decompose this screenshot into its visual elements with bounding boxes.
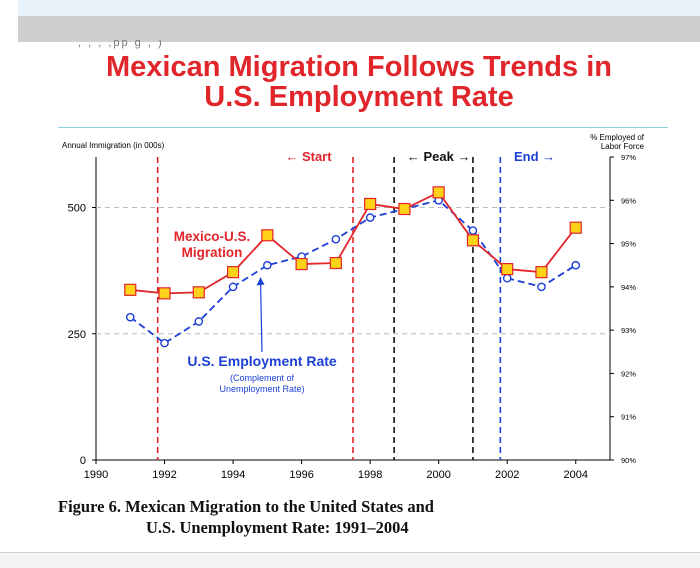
employment-pointer-line (259, 277, 263, 353)
y-right-tick-label-0: 90% (621, 456, 636, 465)
employment-point-1994 (228, 282, 238, 292)
x-tick-label-6: 2002 (495, 469, 519, 481)
y-right-tick-label-5: 95% (621, 240, 636, 249)
migration-point-1997 (329, 256, 342, 270)
y-axis-left-label: Annual Immigration (in 000s) (62, 141, 165, 150)
migration-point-1993 (192, 286, 205, 299)
y-left-tick-label-2: 500 (68, 203, 86, 215)
slide-top-bar (18, 16, 700, 42)
migration-point-1994 (226, 266, 240, 279)
migration-point-2000 (432, 186, 445, 199)
employment-point-2003 (537, 282, 546, 292)
migration-point-1999 (398, 202, 411, 216)
x-tick-label-4: 1998 (358, 469, 382, 481)
x-tick-label-0: 1990 (84, 469, 108, 481)
x-tick-label-3: 1996 (289, 469, 313, 481)
slide-title-line1: Mexican Migration Follows Trends in (106, 51, 612, 83)
x-tick-label-1: 1992 (152, 469, 176, 481)
y-axis-right-label-line1: % Employed of (590, 133, 645, 142)
employment-point-1993 (194, 317, 204, 326)
y-axis-right-label-line2: Labor Force (601, 142, 645, 151)
employment-point-2004 (571, 260, 581, 270)
employment-point-1995 (263, 260, 272, 270)
employment-label-line1: U.S. Employment Rate (187, 353, 337, 369)
employment-label-line2: (Complement of (230, 373, 295, 383)
migration-point-1991 (124, 283, 137, 296)
employment-point-1992 (160, 338, 169, 348)
bottom-scroll-area (0, 552, 700, 568)
migration-label-line2: Migration (182, 245, 243, 260)
migration-point-1996 (295, 257, 308, 271)
title-divider (58, 127, 668, 128)
migration-point-1992 (158, 287, 171, 300)
employment-point-2002 (502, 273, 512, 283)
caption-line1: Figure 6. Mexican Migration to the Unite… (58, 497, 434, 516)
y-left-tick-label-1: 250 (68, 329, 86, 341)
y-right-tick-label-3: 93% (621, 326, 636, 335)
x-tick-label-7: 2004 (563, 469, 587, 481)
y-right-tick-label-6: 96% (621, 196, 636, 205)
employment-label-line3: Unemployment Rate) (219, 384, 304, 394)
migration-label-line1: Mexico-U.S. (174, 229, 251, 244)
employment-point-1997 (331, 234, 341, 244)
migration-point-2004 (569, 221, 582, 234)
annotation-2: End → (514, 149, 555, 164)
slide-title: Mexican Migration Follows Trends in U.S.… (18, 52, 700, 112)
cutoff-header-text: , , , ,pp g , ) (78, 40, 164, 49)
y-left-tick-label-0: 0 (80, 455, 86, 467)
x-tick-label-5: 2000 (426, 469, 450, 481)
y-right-tick-label-1: 91% (621, 413, 636, 422)
migration-point-1998 (364, 197, 377, 211)
employment-point-1991 (125, 312, 135, 322)
caption-line2: U.S. Unemployment Rate: 1991–2004 (146, 518, 409, 537)
figure-caption: Figure 6. Mexican Migration to the Unite… (58, 496, 558, 538)
migration-point-2001 (466, 234, 480, 247)
left-margin (0, 0, 18, 567)
slide-title-line2: U.S. Employment Rate (204, 81, 514, 113)
annotation-1: ← Peak → (407, 149, 471, 164)
employment-point-1998 (365, 213, 375, 222)
y-right-tick-label-4: 94% (621, 283, 636, 292)
x-tick-label-2: 1994 (221, 469, 245, 481)
employment-pointer-arrowhead (256, 277, 265, 286)
migration-point-2002 (501, 263, 514, 276)
y-right-tick-label-2: 92% (621, 369, 636, 378)
employment-point-2001 (468, 226, 478, 235)
migration-point-2003 (535, 266, 548, 279)
annotation-0: ← Start (285, 149, 332, 164)
migration-point-1995 (261, 229, 274, 242)
y-right-tick-label-7: 97% (621, 153, 636, 162)
